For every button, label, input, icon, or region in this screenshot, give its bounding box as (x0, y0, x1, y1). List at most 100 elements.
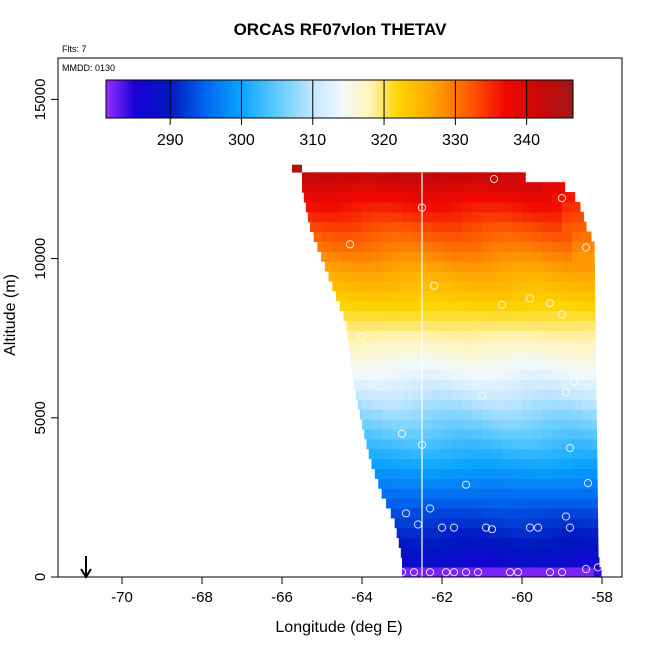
heat-cell (522, 478, 533, 489)
heat-cell (452, 419, 463, 430)
heat-cell (392, 330, 403, 341)
heat-cell (542, 458, 553, 470)
heat-cell (532, 438, 543, 450)
heat-cell (382, 468, 393, 479)
heat-cell (322, 231, 333, 242)
heat-cell (422, 537, 433, 548)
heat-cell (382, 172, 393, 183)
heat-cell (432, 330, 443, 341)
heat-cell (592, 369, 597, 381)
heat-cell (482, 419, 493, 430)
heat-cell (582, 537, 593, 548)
heat-cell (522, 261, 533, 272)
heat-cell (592, 557, 600, 568)
heat-cell (432, 379, 443, 391)
heat-cell (552, 438, 563, 450)
heat-cell (562, 498, 573, 509)
heat-cell (382, 359, 393, 371)
heat-cell (355, 389, 363, 400)
heat-cell (412, 517, 423, 529)
heat-cell (392, 172, 403, 183)
heat-cell (472, 241, 483, 252)
heat-cell (452, 379, 463, 391)
heat-cell (492, 251, 503, 262)
heat-cell (342, 192, 353, 203)
heat-cell (432, 241, 443, 252)
heat-cell (522, 517, 533, 529)
heat-cell (402, 419, 413, 430)
heat-cell (372, 330, 383, 341)
heat-cell (412, 211, 423, 223)
heat-cell (532, 241, 543, 252)
heat-cell (352, 349, 363, 361)
heat-cell (442, 478, 453, 489)
heat-cell (452, 537, 463, 548)
heat-cell (572, 340, 583, 351)
heat-cell (342, 201, 353, 213)
heat-cell (422, 201, 433, 213)
heat-cell (432, 389, 443, 400)
heat-cell (552, 241, 563, 252)
heat-cell (412, 271, 423, 282)
heat-cell (432, 251, 443, 262)
heat-cell (422, 320, 433, 331)
heat-cell (322, 192, 333, 203)
heat-cell (562, 527, 573, 539)
heat-cell (321, 251, 323, 262)
heat-cell (372, 369, 383, 381)
heat-cell (462, 241, 473, 252)
heat-cell (592, 468, 598, 479)
heat-cell (542, 409, 553, 420)
heat-cell (562, 557, 573, 568)
heat-cell (532, 182, 543, 193)
heat-cell (512, 507, 523, 519)
heat-cell (522, 379, 533, 391)
heat-cell (492, 320, 503, 331)
heat-cell (482, 537, 493, 548)
heat-cell (552, 458, 563, 470)
heat-cell (382, 340, 393, 351)
heat-cell (402, 379, 413, 391)
heat-cell (362, 419, 373, 430)
heat-cell (402, 488, 413, 499)
heat-cell (532, 389, 543, 400)
heat-cell (532, 537, 543, 548)
heat-cell (332, 221, 343, 233)
observation-point (489, 174, 499, 184)
heat-cell (502, 389, 513, 400)
heat-cell (542, 231, 553, 242)
heat-cell (372, 399, 383, 410)
heat-cell (422, 409, 433, 420)
heat-cell (492, 517, 503, 529)
heat-cell (582, 507, 593, 519)
heat-cell (322, 211, 333, 223)
heat-cell (572, 310, 583, 321)
heat-cell (482, 320, 493, 331)
heat-cell (392, 419, 403, 430)
heat-cell (452, 527, 463, 539)
heat-cell (390, 507, 393, 519)
heat-cell (542, 192, 553, 203)
heat-cell (512, 271, 523, 282)
heat-cell (402, 251, 413, 262)
heat-cell (562, 369, 573, 381)
heat-cell (452, 261, 463, 272)
heat-cell (552, 261, 563, 272)
heat-cell (492, 547, 503, 558)
heat-cell (412, 547, 423, 558)
heat-cell (452, 280, 463, 292)
heat-cell (402, 172, 413, 183)
heat-cell (522, 330, 533, 341)
colorbar: 290 300 310 320 330 340 (105, 79, 574, 149)
heat-cell (442, 241, 453, 252)
heat-cell (592, 517, 599, 529)
heat-cell (309, 221, 313, 233)
heat-cell (342, 221, 353, 233)
heat-cell (398, 537, 403, 548)
heat-cell (542, 251, 553, 262)
heat-cell (492, 507, 503, 519)
heat-cell (432, 419, 443, 430)
heat-cell (502, 310, 513, 321)
heat-cell (562, 448, 573, 460)
observation-point (413, 520, 423, 529)
